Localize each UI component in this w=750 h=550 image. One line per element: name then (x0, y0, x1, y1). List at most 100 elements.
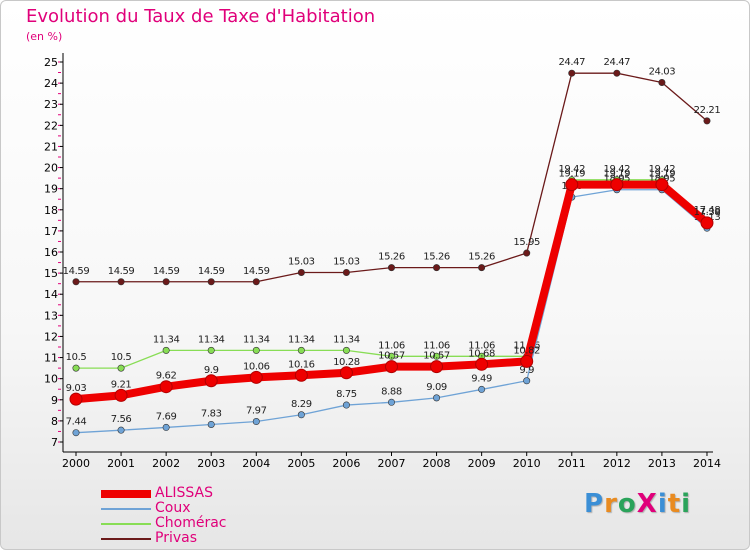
chart-title: Evolution du Taux de Taxe d'Habitation (26, 6, 376, 27)
data-point-privas (703, 117, 711, 125)
data-label-privas: 14.59 (63, 266, 90, 277)
data-point-privas (613, 69, 621, 77)
legend-swatch (101, 522, 151, 525)
data-point-alissas (655, 178, 669, 192)
data-label-coux: 9.49 (471, 373, 492, 384)
data-point-privas (478, 264, 486, 272)
data-label-privas: 15.95 (513, 237, 540, 248)
x-tick-label: 2003 (197, 457, 225, 470)
legend-label: Coux (155, 500, 191, 516)
data-point-privas (252, 278, 260, 286)
data-label-coux: 7.83 (201, 408, 222, 419)
data-label-alissas: 17.38 (694, 207, 721, 218)
y-tick-label: 16 (44, 246, 58, 259)
data-point-privas (658, 78, 666, 86)
data-label-chomérac: 19.42 (649, 164, 676, 175)
y-tick-label: 8 (51, 415, 58, 428)
legend-label: Chomérac (155, 515, 227, 531)
data-point-coux (252, 418, 260, 426)
data-label-privas: 24.03 (649, 66, 676, 77)
data-point-privas (72, 278, 80, 286)
data-point-coux (207, 420, 215, 428)
data-point-alissas (114, 388, 128, 402)
y-tick-label: 10 (44, 373, 58, 386)
data-point-alissas (204, 374, 218, 388)
data-point-coux (478, 385, 486, 393)
y-tick-label: 20 (44, 162, 58, 175)
data-label-coux: 8.88 (381, 386, 402, 397)
data-point-chomérac (162, 346, 170, 354)
y-tick-label: 15 (44, 267, 58, 280)
y-tick-label: 17 (44, 225, 58, 238)
y-tick-label: 13 (44, 309, 58, 322)
data-point-coux (162, 423, 170, 431)
x-tick-label: 2001 (107, 457, 135, 470)
legend-item-alissas: ALISSAS (101, 486, 227, 501)
y-tick-label: 12 (44, 330, 58, 343)
legend-label: Privas (155, 530, 197, 546)
data-label-alissas: 9.9 (204, 365, 219, 376)
data-point-alissas (430, 360, 444, 374)
data-label-coux: 7.69 (156, 411, 177, 422)
x-tick-label: 2000 (62, 457, 90, 470)
x-tick-label: 2013 (648, 457, 676, 470)
data-label-privas: 15.03 (288, 256, 315, 267)
legend: ALISSAS Coux Chomérac Privas (101, 486, 227, 546)
data-label-privas: 14.59 (153, 266, 180, 277)
y-tick-label: 11 (44, 352, 58, 365)
y-tick-label: 19 (44, 183, 58, 196)
data-point-privas (568, 69, 576, 77)
data-point-alissas (565, 178, 579, 192)
data-label-privas: 24.47 (604, 57, 631, 68)
x-tick-label: 2010 (513, 457, 541, 470)
data-point-alissas (339, 366, 353, 380)
chart-subtitle: (en %) (26, 30, 63, 43)
data-point-chomérac (297, 346, 305, 354)
data-label-alissas: 10.68 (468, 348, 495, 359)
data-label-coux: 7.97 (246, 406, 267, 417)
data-label-coux: 9.09 (426, 382, 447, 393)
data-label-chomérac: 19.42 (604, 164, 631, 175)
data-point-alissas (475, 357, 489, 371)
x-tick-label: 2005 (287, 457, 315, 470)
data-label-alissas: 10.57 (378, 351, 405, 362)
data-label-alissas: 10.57 (423, 351, 450, 362)
data-label-alissas: 19.19 (604, 169, 631, 180)
x-tick-label: 2006 (332, 457, 360, 470)
data-point-privas (387, 264, 395, 272)
data-point-coux (523, 377, 531, 385)
legend-item-privas: Privas (101, 531, 227, 546)
data-label-alissas: 19.19 (649, 169, 676, 180)
legend-item-coux: Coux (101, 501, 227, 516)
y-tick-label: 18 (44, 204, 58, 217)
data-label-privas: 24.47 (558, 57, 585, 68)
x-tick-label: 2007 (377, 457, 405, 470)
data-point-chomérac (207, 346, 215, 354)
data-label-chomérac: 11.34 (153, 334, 180, 345)
data-point-alissas (69, 392, 83, 406)
data-point-coux (117, 426, 125, 434)
data-point-privas (297, 268, 305, 276)
data-label-privas: 22.21 (694, 105, 721, 116)
data-label-coux: 8.75 (336, 389, 357, 400)
data-point-chomérac (252, 346, 260, 354)
y-tick-label: 7 (51, 436, 58, 449)
data-point-coux (297, 411, 305, 419)
data-point-alissas (610, 178, 624, 192)
data-point-privas (207, 278, 215, 286)
data-label-coux: 7.56 (111, 414, 132, 425)
data-label-privas: 14.59 (108, 266, 135, 277)
data-point-alissas (520, 354, 534, 368)
data-label-alissas: 9.03 (66, 383, 87, 394)
data-point-privas (117, 278, 125, 286)
y-tick-label: 9 (51, 394, 58, 407)
data-label-chomérac: 10.5 (66, 352, 87, 363)
data-label-privas: 14.59 (243, 266, 270, 277)
data-point-chomérac (72, 364, 80, 372)
legend-swatch (101, 537, 151, 540)
x-tick-label: 2004 (242, 457, 270, 470)
y-tick-label: 22 (44, 119, 58, 132)
x-tick-label: 2014 (693, 457, 721, 470)
data-label-alissas: 10.16 (288, 359, 315, 370)
